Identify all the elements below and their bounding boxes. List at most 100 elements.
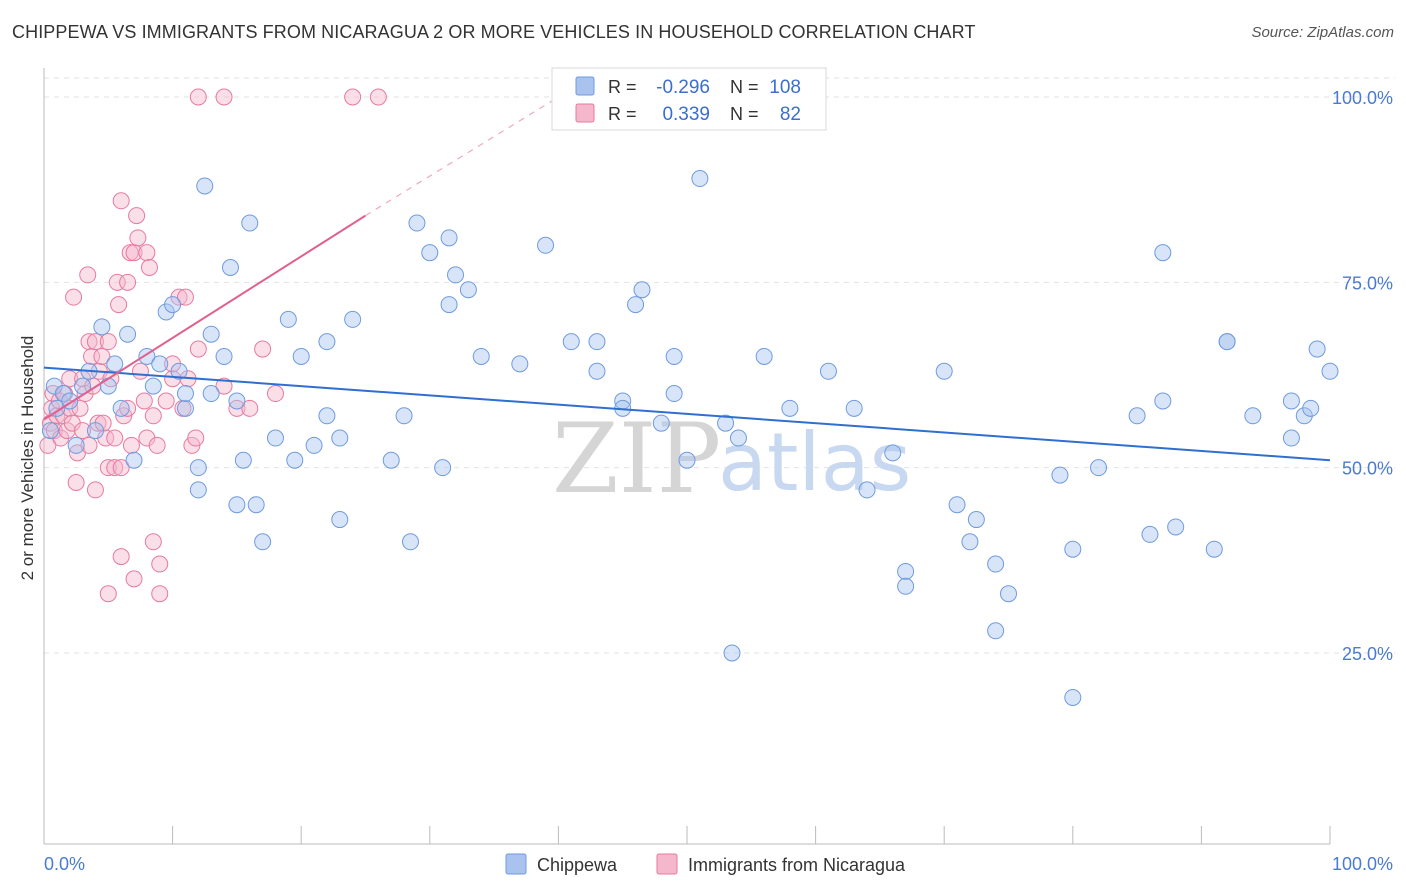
chippewa-point [1090,459,1108,477]
nicaragua-point [254,340,272,358]
y-axis-label: 2 or more Vehicles in Household [18,336,37,581]
chippewa-point [176,399,194,417]
chippewa-point [897,562,915,580]
chippewa-point [286,451,304,469]
chippewa-point [125,451,143,469]
nicaragua-point [187,429,205,447]
chippewa-point [402,533,420,551]
nicaragua-point [228,399,246,417]
chippewa-point [717,414,735,432]
legend-box-frame [551,67,827,131]
chippewa-point [228,496,246,514]
chippewa-point [196,177,214,195]
nicaragua-point [144,407,162,425]
chippewa-point [305,436,323,454]
bottom-legend: Chippewa Immigrants from Nicaragua [505,853,906,875]
chippewa-point [221,259,239,277]
nicaragua-point [157,392,175,410]
y-tick-label: 100.0% [1332,88,1393,108]
chippewa-point [447,266,465,284]
chippewa-point [440,229,458,247]
chart-title: CHIPPEWA VS IMMIGRANTS FROM NICARAGUA 2 … [12,22,976,42]
axes [43,68,1331,845]
chippewa-point [948,496,966,514]
nicaragua-point [151,555,169,573]
chippewa-point [234,451,252,469]
y-tick-labels: 25.0% 50.0% 75.0% 100.0% [1332,88,1393,664]
nicaragua-point [86,481,104,499]
legend-r-value-1: -0.296 [656,77,710,98]
chippewa-point [1282,429,1300,447]
chippewa-point [935,362,953,380]
watermark: ZIP atlas [552,403,911,515]
chippewa-point [1167,518,1185,536]
chippewa-point [421,244,439,262]
watermark-zip: ZIP [552,403,721,515]
nicaragua-point [119,399,137,417]
nicaragua-point [99,459,117,477]
chippewa-point [228,392,246,410]
chippewa-point [691,170,709,188]
nicaragua-point [74,422,92,440]
series-nicaragua-points [39,88,387,603]
chippewa-point [961,533,979,551]
chippewa-point [93,318,111,336]
chippewa-point [119,325,137,343]
y-tick-label: 50.0% [1342,459,1393,479]
legend-r-label-2: R = [608,104,637,124]
nicaragua-point [67,473,85,491]
chippewa-point [1282,392,1300,410]
chippewa-trend-line [43,366,1331,462]
bottom-legend-nicaragua: Immigrants from Nicaragua [688,855,906,875]
nicaragua-point [61,370,79,388]
chippewa-point [189,481,207,499]
nicaragua-point [369,88,387,106]
nicaragua-point [189,340,207,358]
chippewa-point [1051,466,1069,484]
chippewa-point [884,444,902,462]
chippewa-point [987,555,1005,573]
nicaragua-point [148,436,166,454]
nicaragua-point [112,459,130,477]
bottom-legend-swatch-nicaragua [656,853,678,875]
nicaragua-point [140,259,158,277]
chippewa-point [151,355,169,373]
chippewa-point [1154,392,1172,410]
nicaragua-point [215,88,233,106]
nicaragua-point [80,436,98,454]
chippewa-point [241,214,259,232]
nicaragua-trend-extension [365,96,559,217]
chippewa-point [202,325,220,343]
chippewa-point [1064,688,1082,706]
chippewa-point [202,385,220,403]
legend-r-label-1: R = [608,77,637,97]
nicaragua-point [125,570,143,588]
chippewa-point [1154,244,1172,262]
nicaragua-point [112,548,130,566]
nicaragua-point [131,362,149,380]
source-note: Source: ZipAtlas.com [1251,24,1394,41]
nicaragua-point [108,273,126,291]
legend-box: R = -0.296 N = 108 R = 0.339 N = 82 [551,67,827,131]
legend-r-value-2: 0.339 [662,104,710,125]
nicaragua-point [129,229,147,247]
chippewa-point [1128,407,1146,425]
nicaragua-point [215,377,233,395]
chippewa-point [247,496,265,514]
x-tick-label: 0.0% [44,854,85,874]
chippewa-point [144,377,162,395]
chippewa-point [1064,540,1082,558]
chippewa-point [472,347,490,365]
nicaragua-point [189,88,207,106]
chippewa-point [112,399,130,417]
nicaragua-point [151,585,169,603]
chippewa-point [588,333,606,351]
chippewa-point [1244,407,1262,425]
nicaragua-point [86,333,104,351]
nicaragua-point [39,436,57,454]
nicaragua-point [80,333,98,351]
legend-n-label-2: N = [730,104,759,124]
chippewa-point [254,533,272,551]
nicaragua-point [128,207,146,225]
legend-n-value-1: 108 [769,77,801,98]
